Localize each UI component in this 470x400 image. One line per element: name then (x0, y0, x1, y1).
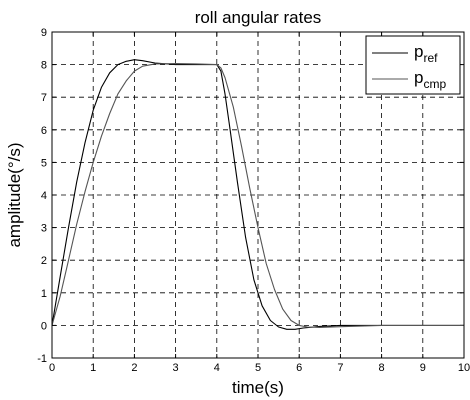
y-tick-label: 9 (41, 27, 47, 39)
series-lines (51, 59, 464, 330)
y-tick-label: 3 (41, 223, 47, 235)
series-line-p-cmp (51, 63, 464, 328)
x-tick-label: 3 (173, 362, 179, 374)
y-tick-label: 5 (41, 157, 47, 169)
y-tick-label: 0 (41, 320, 47, 332)
x-tick-label: 6 (296, 362, 302, 374)
y-tick-label: 1 (41, 288, 47, 300)
x-tick-label: 10 (458, 362, 470, 374)
x-tick-label: 5 (255, 362, 261, 374)
x-tick-label: 8 (379, 362, 385, 374)
x-tick-label: 2 (131, 362, 137, 374)
y-tick-label: -1 (37, 353, 47, 365)
chart-title: roll angular rates (195, 8, 322, 27)
y-axis-label: amplitude(°/s) (5, 142, 24, 247)
x-tick-label: 4 (214, 362, 220, 374)
x-tick-label: 1 (90, 362, 96, 374)
legend-box (365, 35, 461, 95)
y-tick-label: 6 (41, 125, 47, 137)
plot-frame (51, 31, 465, 359)
x-tick-label: 0 (49, 362, 55, 374)
y-tick-label: 7 (41, 92, 47, 104)
y-tick-label: 2 (41, 255, 47, 267)
x-axis-label: time(s) (232, 378, 284, 397)
x-tick-label: 7 (337, 362, 343, 374)
x-tick-label: 9 (420, 362, 426, 374)
y-tick-label: 4 (41, 190, 47, 202)
y-tick-label: 8 (41, 60, 47, 72)
